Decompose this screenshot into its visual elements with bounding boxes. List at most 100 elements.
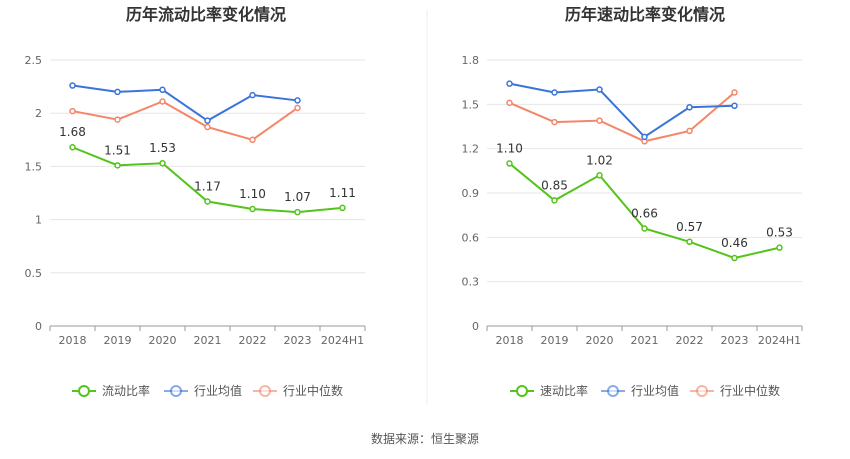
data-point [159, 98, 166, 105]
data-point [596, 172, 603, 179]
x-tick-label: 2018 [496, 334, 524, 347]
legend-label: 速动比率 [540, 383, 588, 398]
data-label: 0.46 [721, 236, 748, 250]
data-point [114, 88, 121, 96]
x-tick-label: 2018 [59, 334, 87, 347]
current-ratio-chart: 历年流动比率变化情况 0 0.5 1 1.5 2 2.5 2018 2019 2020 2021 20… [25, 5, 366, 398]
data-point [686, 127, 693, 135]
legend-marker [78, 385, 90, 397]
data-label: 1.11 [329, 186, 356, 200]
y-tick-label: 2 [35, 107, 42, 120]
data-point [731, 102, 738, 110]
quick-ratio-chart: 历年速动比率变化情况 0 0.3 0.6 0.9 1.2 1.5 1.8 2018 2019 202… [462, 5, 803, 398]
y-tick-label: 0 [472, 320, 479, 333]
legend-marker [696, 385, 708, 397]
data-point [686, 104, 693, 111]
data-label: 1.10 [496, 141, 523, 155]
legend-label: 行业均值 [631, 383, 679, 398]
y-tick-label: 0 [35, 320, 42, 333]
data-point [159, 86, 166, 94]
data-point [249, 91, 256, 99]
data-point [204, 117, 211, 124]
legend-marker [259, 385, 271, 397]
data-point [551, 197, 558, 204]
x-tick-label: 2022 [239, 334, 267, 347]
y-tick-label: 0.5 [25, 267, 43, 280]
legend-marker [607, 385, 619, 397]
data-point [69, 82, 76, 89]
y-tick-label: 0.9 [462, 187, 480, 200]
data-point [551, 118, 558, 126]
data-point [339, 204, 346, 212]
legend-label: 行业均值 [194, 383, 242, 398]
series-line-2 [509, 91, 736, 143]
y-tick-label: 0.3 [462, 276, 480, 289]
data-point [294, 104, 301, 112]
data-label: 1.17 [194, 180, 221, 194]
data-point [776, 244, 783, 251]
data-point [731, 89, 738, 96]
y-tick-label: 1 [35, 214, 42, 227]
x-tick-label: 2019 [104, 334, 132, 347]
legend-item-2[interactable]: 行业中位数 [690, 383, 780, 398]
data-source-note: 数据来源：恒生聚源 [371, 431, 479, 446]
legend-label: 行业中位数 [283, 383, 343, 398]
y-tick-label: 2.5 [25, 54, 43, 67]
data-point [506, 80, 513, 87]
data-point [686, 238, 693, 246]
x-tick-label: 2023 [284, 334, 312, 347]
legend-item-0[interactable]: 速动比率 [510, 383, 588, 398]
data-label: 0.85 [541, 178, 568, 192]
legend-item-1[interactable]: 行业均值 [601, 383, 679, 398]
data-point [731, 254, 738, 262]
data-label: 1.07 [284, 190, 311, 204]
data-label: 1.68 [59, 125, 86, 139]
data-label: 1.02 [586, 153, 613, 167]
data-point [249, 205, 256, 213]
y-tick-label: 1.2 [462, 143, 480, 156]
data-point [506, 99, 513, 107]
legend-item-2[interactable]: 行业中位数 [253, 383, 343, 398]
x-tick-label: 2021 [194, 334, 222, 347]
legend-item-1[interactable]: 行业均值 [164, 383, 242, 398]
x-tick-label: 2024H1 [758, 334, 801, 347]
y-tick-label: 1.5 [462, 98, 480, 111]
data-point [294, 208, 301, 216]
y-tick-label: 0.6 [462, 231, 480, 244]
series-line-1 [509, 82, 735, 139]
data-label: 1.10 [239, 187, 266, 201]
x-tick-label: 2020 [149, 334, 177, 347]
data-point [249, 136, 256, 144]
data-point [641, 133, 648, 141]
data-point [114, 116, 121, 123]
legend-item-0[interactable]: 流动比率 [72, 383, 150, 398]
data-point [596, 86, 603, 93]
x-tick-label: 2024H1 [321, 334, 364, 347]
data-point [551, 89, 558, 96]
data-point [69, 143, 76, 151]
data-point [641, 225, 648, 232]
legend-label: 行业中位数 [720, 383, 780, 398]
x-tick-label: 2021 [631, 334, 659, 347]
data-label: 0.53 [766, 226, 793, 240]
data-label: 1.51 [104, 143, 131, 157]
legend-marker [170, 385, 182, 397]
legend-marker [516, 385, 528, 397]
x-tick-label: 2019 [541, 334, 569, 347]
data-point [69, 107, 76, 115]
data-label: 1.53 [149, 141, 176, 155]
chart-title: 历年速动比率变化情况 [565, 5, 725, 24]
data-label: 0.66 [631, 206, 658, 220]
data-point [506, 160, 513, 167]
chart-title: 历年流动比率变化情况 [126, 5, 286, 24]
data-point [204, 123, 211, 131]
y-tick-label: 1.8 [462, 54, 480, 67]
series-line-2 [72, 100, 299, 141]
y-tick-label: 1.5 [25, 160, 43, 173]
data-point [596, 117, 603, 124]
data-label: 0.57 [676, 220, 703, 234]
data-point [294, 97, 301, 104]
x-tick-label: 2020 [586, 334, 614, 347]
data-point [114, 162, 121, 169]
